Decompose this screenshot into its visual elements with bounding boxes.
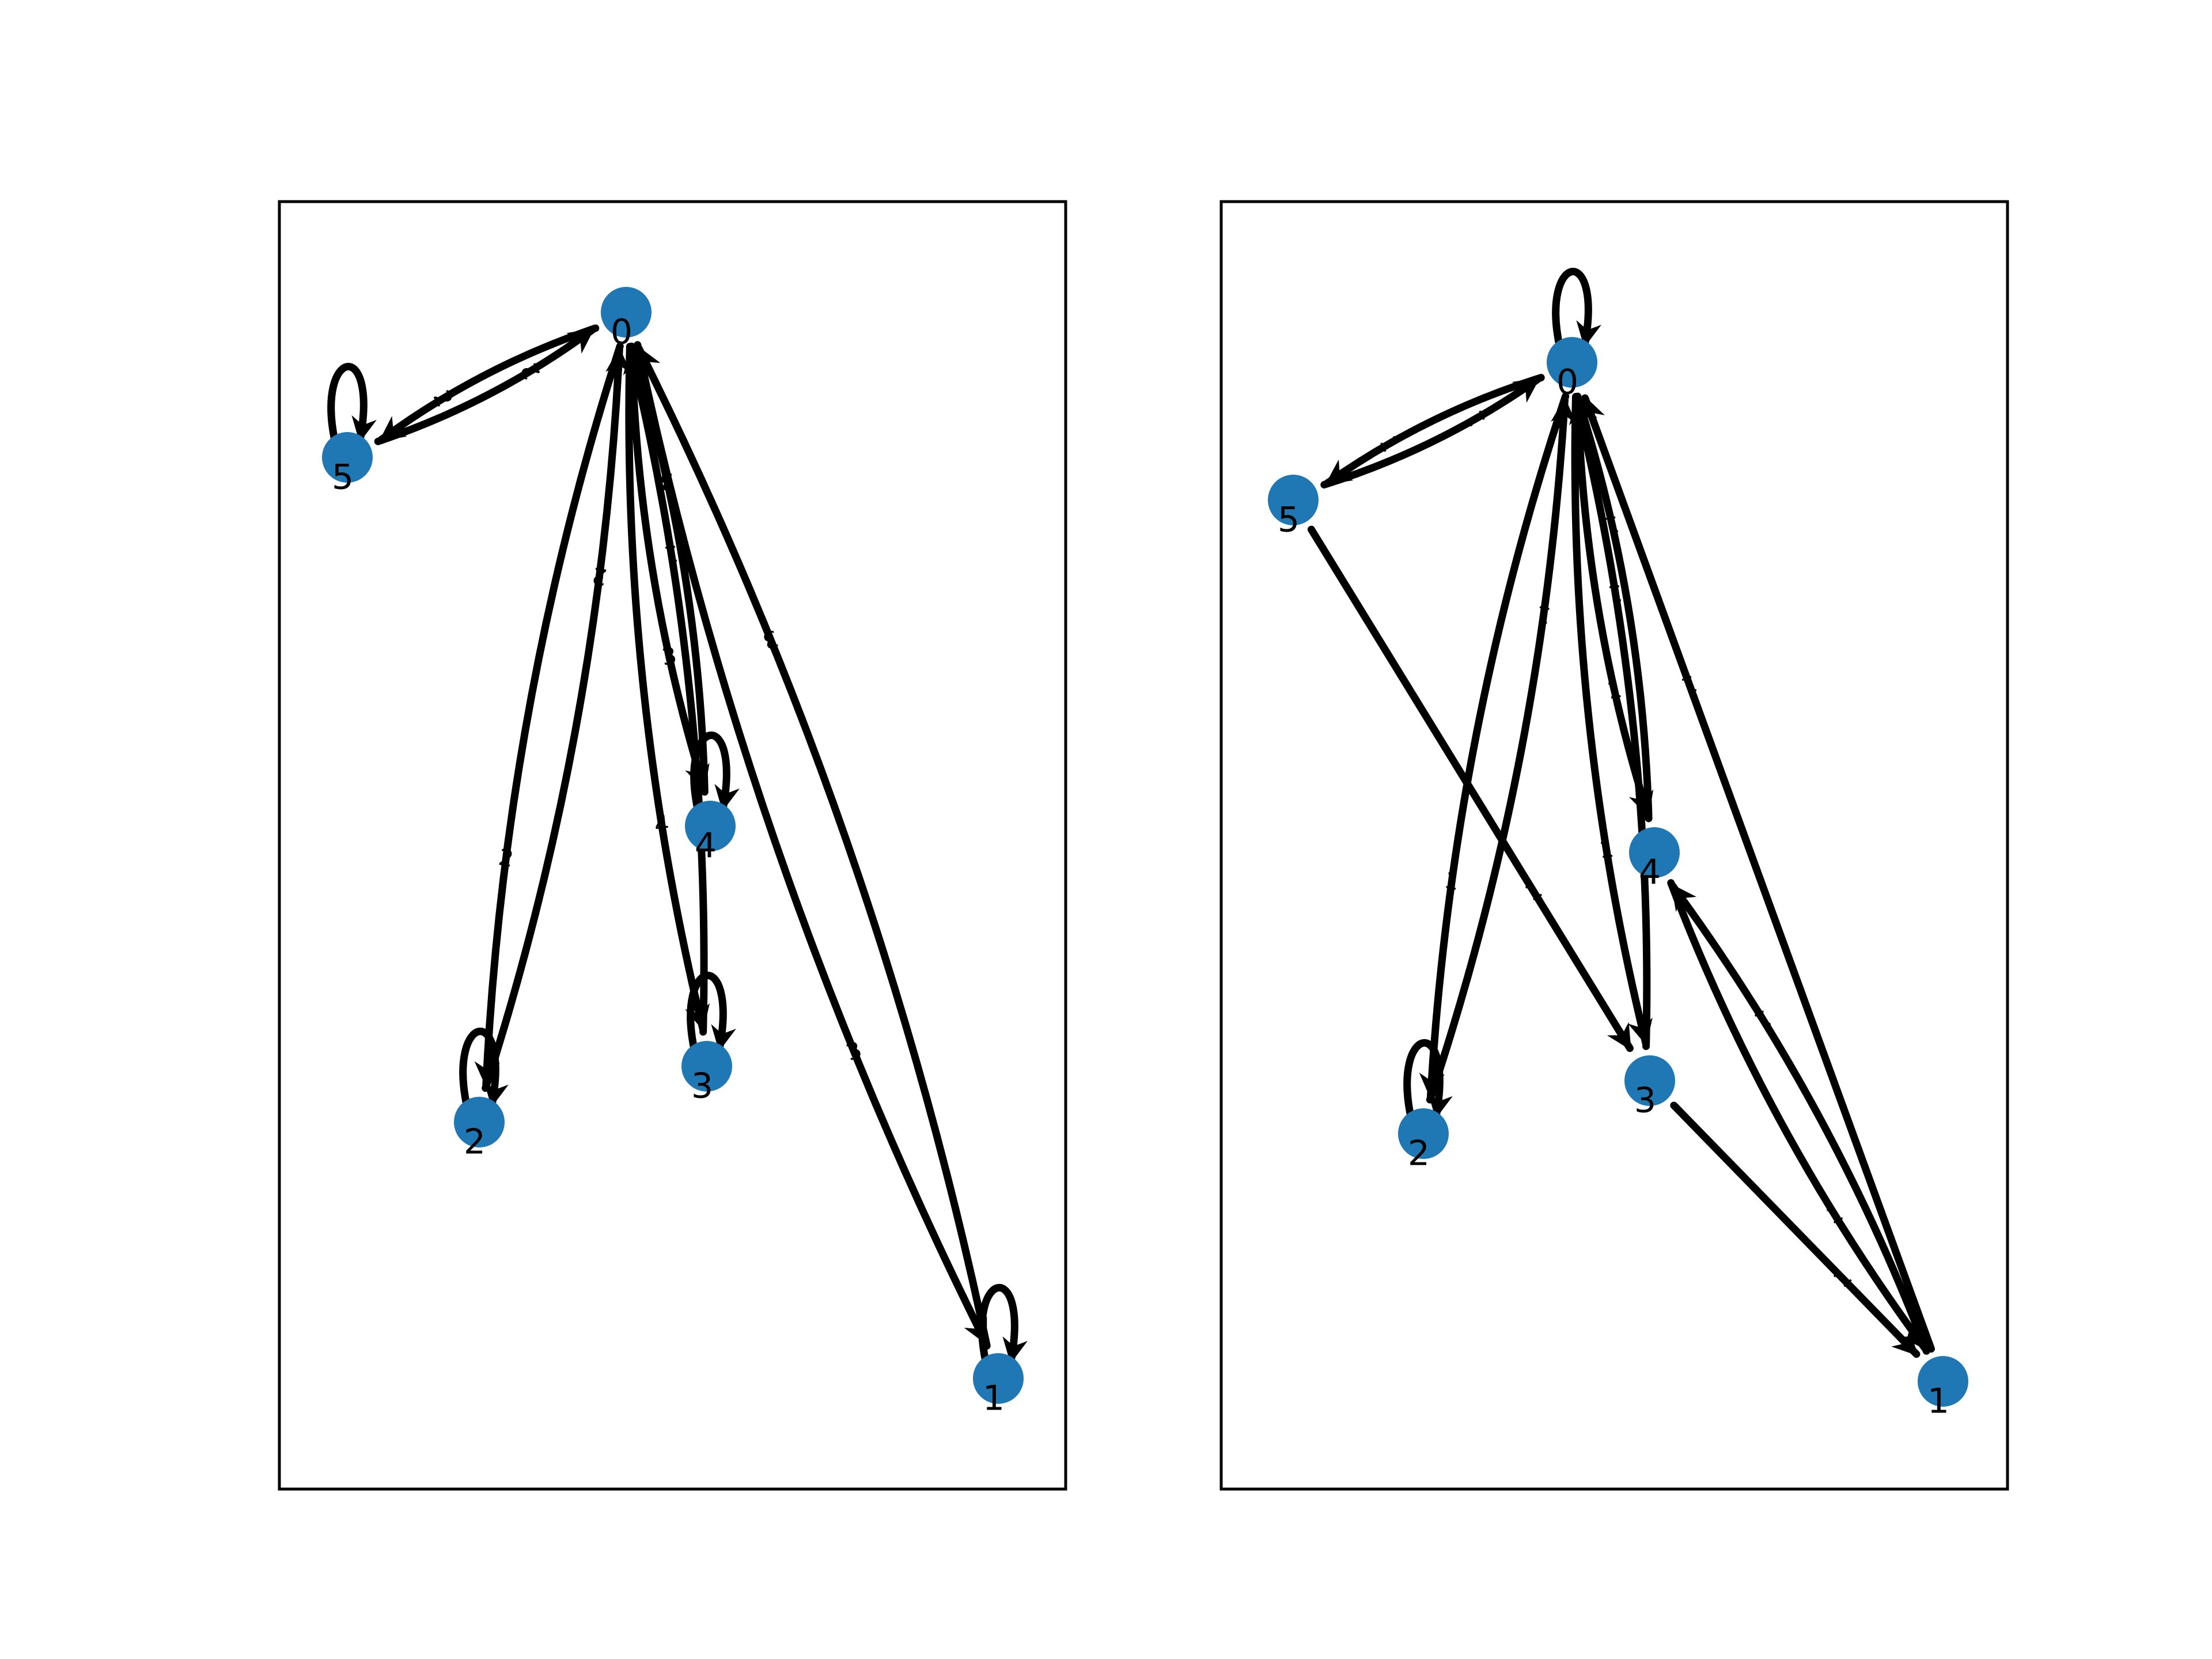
edge-1-to-0 (635, 344, 991, 1350)
edge-label-0-to-2: 2 (497, 844, 516, 873)
node-label-4: 4 (695, 826, 717, 866)
node-label-1: 1 (983, 1378, 1005, 1419)
edge-0-to-3 (625, 343, 710, 1032)
edge-label-0-to-1: 3 (843, 1037, 865, 1067)
node-label-5: 5 (1278, 500, 1300, 540)
node-1 (973, 1353, 1024, 1404)
node-3 (1624, 1055, 1675, 1106)
edge-label-0-to-3: 4 (653, 811, 671, 839)
edge-1-to-0 (1581, 394, 1935, 1353)
edge-5-to-0 (1320, 375, 1542, 488)
edge-4-to-0 (1573, 396, 1653, 823)
edge-label-3-to-0: 1 (662, 540, 680, 567)
node-0 (1547, 337, 1597, 388)
node-5 (322, 432, 373, 483)
node-label-5: 5 (332, 457, 354, 498)
edge-1-to-4 (1669, 882, 1930, 1355)
node-2 (454, 1097, 505, 1147)
node-3 (681, 1041, 732, 1092)
self-loop-5 (327, 363, 377, 444)
edge-5-to-3 (1307, 525, 1634, 1052)
node-layer-left: 0 1 2 3 4 5 (322, 287, 1024, 1419)
self-loop-0 (1552, 268, 1601, 349)
node-label-1: 1 (1927, 1381, 1949, 1422)
edge-3-to-1 (1670, 1101, 1921, 1358)
edge-label-2-to-0: 1 (1534, 600, 1554, 629)
edge-0-to-3 (1571, 393, 1653, 1047)
node-4 (685, 801, 736, 851)
node-5 (1268, 475, 1319, 525)
panel-frame-right (1219, 200, 2009, 1491)
node-0 (601, 287, 652, 338)
edge-2-to-0 (1426, 396, 1577, 1104)
self-loop-2 (459, 1028, 509, 1109)
edge-0-to-5 (1323, 374, 1545, 487)
node-4 (1629, 827, 1680, 878)
edge-label-0-to-4: 1 (1605, 676, 1624, 705)
edge-4-to-1 (1667, 879, 1929, 1352)
edge-2-to-0 (482, 346, 631, 1092)
edge-3-to-0 (1569, 396, 1651, 1050)
self-loop-1 (978, 1284, 1028, 1365)
self-loop-2 (1403, 1039, 1453, 1120)
edge-label-3-to-0: 1 (1607, 579, 1624, 607)
node-1 (1918, 1356, 1968, 1407)
node-layer-right: 0 1 2 3 4 5 (1268, 337, 1968, 1422)
edge-label-2-to-0: 2 (590, 562, 609, 590)
node-label-3: 3 (691, 1066, 713, 1107)
edge-0-to-4 (1574, 392, 1654, 819)
edge-0-to-5 (377, 324, 600, 444)
node-label-2: 2 (464, 1122, 486, 1162)
edge-label-1-to-0: 3 (759, 624, 782, 654)
node-label-0: 0 (1556, 362, 1578, 403)
edge-label-0-to-3: 1 (1598, 836, 1615, 863)
edge-layer-left (327, 324, 1028, 1365)
edge-layer-right (1307, 268, 1935, 1358)
edge-0-to-4 (628, 342, 710, 793)
edge-0-to-1 (634, 341, 990, 1347)
edge-label-1-to-0: 1 (1678, 669, 1701, 699)
edge-5-to-0 (374, 325, 596, 445)
edge-3-to-0 (623, 346, 708, 1036)
edge-label-0-to-4: 3 (660, 643, 679, 672)
self-loop-3 (687, 972, 736, 1053)
edge-0-to-2 (1419, 392, 1570, 1100)
node-label-0: 0 (611, 312, 632, 353)
node-2 (1398, 1108, 1449, 1159)
node-label-4: 4 (1639, 853, 1661, 893)
node-label-3: 3 (1634, 1081, 1656, 1121)
edge-0-to-2 (474, 342, 624, 1089)
panel-frame-left (278, 200, 1067, 1491)
node-label-2: 2 (1408, 1134, 1430, 1174)
edge-label-0-to-2: 1 (1442, 867, 1462, 896)
